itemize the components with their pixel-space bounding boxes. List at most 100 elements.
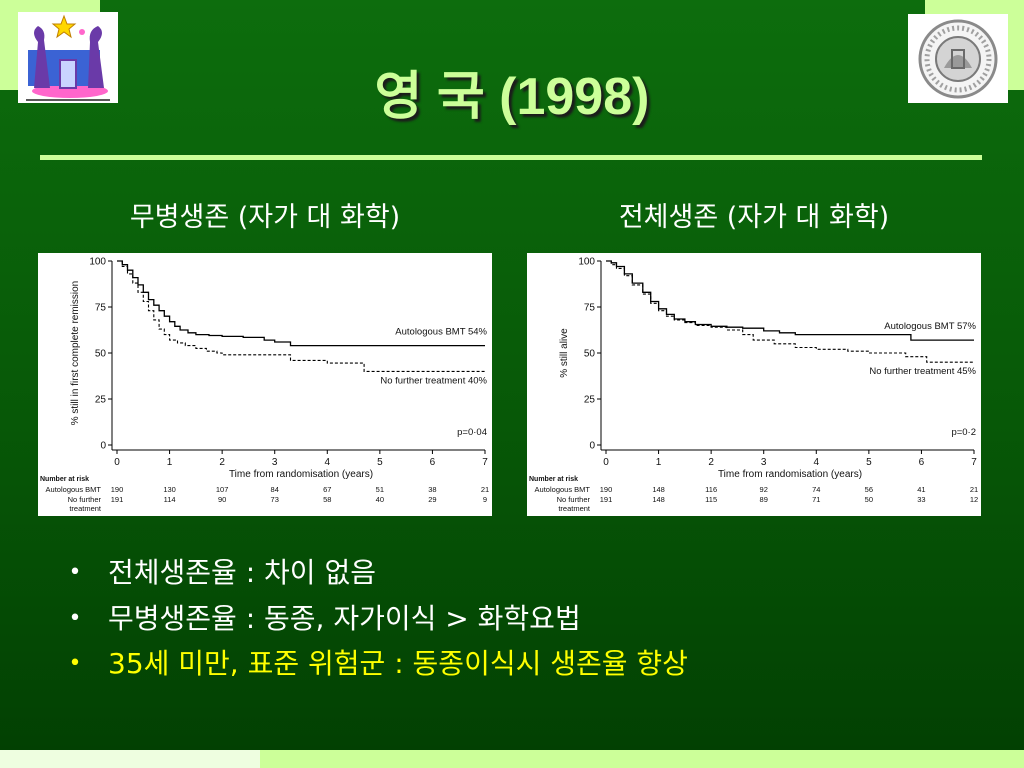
x-tick-label: 5 — [866, 457, 872, 468]
logo-center-door — [59, 59, 77, 89]
series-label: Autologous BMT 57% — [884, 321, 976, 332]
risk-count: 21 — [481, 485, 489, 494]
risk-count: 148 — [652, 495, 665, 504]
bullet-dot-icon: • — [68, 605, 82, 631]
x-tick-label: 7 — [482, 457, 488, 468]
risk-count: 191 — [111, 495, 124, 504]
logo-dot — [79, 29, 85, 35]
bullet-item: • 무병생존율 : 동종, 자가이식 > 화학요법 — [0, 596, 1024, 642]
x-tick-label: 2 — [219, 457, 225, 468]
x-tick-label: 0 — [114, 457, 120, 468]
risk-count: 29 — [428, 495, 436, 504]
seal-logo-graphic — [918, 19, 998, 99]
autologous-bmt-54-curve — [117, 260, 485, 347]
risk-count: 116 — [705, 485, 717, 494]
risk-count: 89 — [760, 495, 768, 504]
risk-count: 90 — [218, 495, 226, 504]
risk-count: 51 — [376, 485, 384, 494]
overall-survival-heading: 전체생존 (자가 대 화학) — [618, 202, 890, 233]
risk-count: 67 — [323, 485, 331, 494]
x-tick-label: 6 — [919, 457, 925, 468]
y-axis-title: % still alive — [559, 328, 570, 378]
y-tick-label: 25 — [584, 395, 596, 406]
risk-row-label: Autologous BMT — [46, 485, 102, 494]
bullet-text: 전체생존율 : 차이 없음 — [108, 556, 376, 589]
risk-row-label: No further — [68, 495, 102, 504]
seal-center-frame — [951, 49, 965, 69]
disease-free-survival-chart-panel: 0 25 50 75 100 0 1 2 3 4 5 6 7% still in first compl… — [38, 253, 492, 516]
risk-table-heading: Number at risk — [529, 476, 578, 483]
footer-band-right — [260, 750, 1024, 768]
bullet-text: 35세 미만, 표준 위험군 : 동종이식시 생존율 향상 — [108, 647, 688, 680]
x-tick-label: 4 — [325, 457, 331, 468]
risk-count: 107 — [216, 485, 229, 494]
bullet-item: • 35세 미만, 표준 위험군 : 동종이식시 생존율 향상 — [0, 641, 1024, 687]
y-tick-label: 0 — [589, 441, 595, 452]
footer-band-left — [0, 750, 260, 768]
risk-count: 115 — [705, 495, 717, 504]
x-tick-label: 0 — [603, 457, 609, 468]
risk-row-label: No further — [557, 495, 591, 504]
y-tick-label: 100 — [89, 257, 106, 268]
autologous-bmt-57-curve — [606, 260, 974, 341]
risk-count: 190 — [111, 485, 124, 494]
x-tick-label: 5 — [377, 457, 383, 468]
bullet-dot-icon: • — [68, 651, 82, 676]
overall-survival-chart-panel: 0 25 50 75 100 0 1 2 3 4 5 6 7% still alive Time from… — [527, 253, 981, 516]
mascot-logo — [18, 12, 118, 103]
series-label: Autologous BMT 54% — [395, 327, 487, 338]
x-tick-label: 2 — [708, 457, 714, 468]
risk-count: 12 — [970, 495, 978, 504]
star-icon — [51, 14, 77, 39]
bullet-text: 무병생존율 : 동종, 자가이식 > 화학요법 — [108, 601, 581, 635]
x-tick-label: 1 — [167, 457, 173, 468]
slide-title: 영 국 (1998) — [374, 68, 650, 126]
disease-free-survival-heading: 무병생존 (자가 대 화학) — [129, 202, 401, 233]
risk-row-label: treatment — [69, 504, 102, 513]
x-tick-label: 1 — [656, 457, 662, 468]
y-tick-label: 100 — [578, 257, 595, 268]
risk-table-heading: Number at risk — [40, 476, 89, 483]
bullet-item: • 전체생존율 : 차이 없음 — [0, 550, 1024, 596]
risk-count: 71 — [812, 495, 820, 504]
risk-count: 40 — [376, 495, 384, 504]
risk-count: 33 — [917, 495, 925, 504]
y-tick-label: 75 — [584, 303, 596, 314]
risk-count: 21 — [970, 485, 978, 494]
logo-right-figure — [88, 26, 104, 88]
y-tick-label: 0 — [100, 441, 106, 452]
x-axis-title: Time from randomisation (years) — [229, 469, 373, 480]
y-tick-label: 25 — [95, 395, 107, 406]
bullet-dot-icon: • — [68, 560, 82, 585]
mascot-logo-graphic — [26, 14, 110, 101]
risk-count: 148 — [652, 485, 665, 494]
seal-dotted-ring — [924, 25, 992, 93]
y-axis-title: % still in first complete remission — [70, 281, 81, 425]
risk-count: 190 — [600, 485, 613, 494]
p-value-label: p=0·2 — [951, 427, 976, 438]
risk-count: 84 — [271, 485, 279, 494]
key-findings-list: • 전체생존율 : 차이 없음 • 무병생존율 : 동종, 자가이식 > 화학요… — [0, 550, 1024, 687]
risk-count: 56 — [865, 485, 873, 494]
y-tick-label: 75 — [95, 303, 107, 314]
risk-count: 191 — [600, 495, 613, 504]
risk-count: 114 — [164, 495, 176, 504]
x-tick-label: 6 — [430, 457, 436, 468]
logo-left-figure — [34, 26, 50, 88]
series-label: No further treatment 40% — [380, 375, 487, 386]
series-label: No further treatment 45% — [869, 366, 976, 377]
circular-seal-logo — [908, 14, 1008, 103]
risk-count: 9 — [483, 495, 487, 504]
risk-count: 58 — [323, 495, 331, 504]
risk-count: 50 — [865, 495, 873, 504]
p-value-label: p=0·04 — [457, 427, 487, 438]
y-tick-label: 50 — [584, 349, 596, 360]
risk-count: 74 — [812, 485, 820, 494]
x-tick-label: 7 — [971, 457, 977, 468]
x-tick-label: 3 — [272, 457, 278, 468]
risk-count: 38 — [428, 485, 436, 494]
risk-count: 92 — [760, 485, 768, 494]
x-axis-title: Time from randomisation (years) — [718, 469, 862, 480]
